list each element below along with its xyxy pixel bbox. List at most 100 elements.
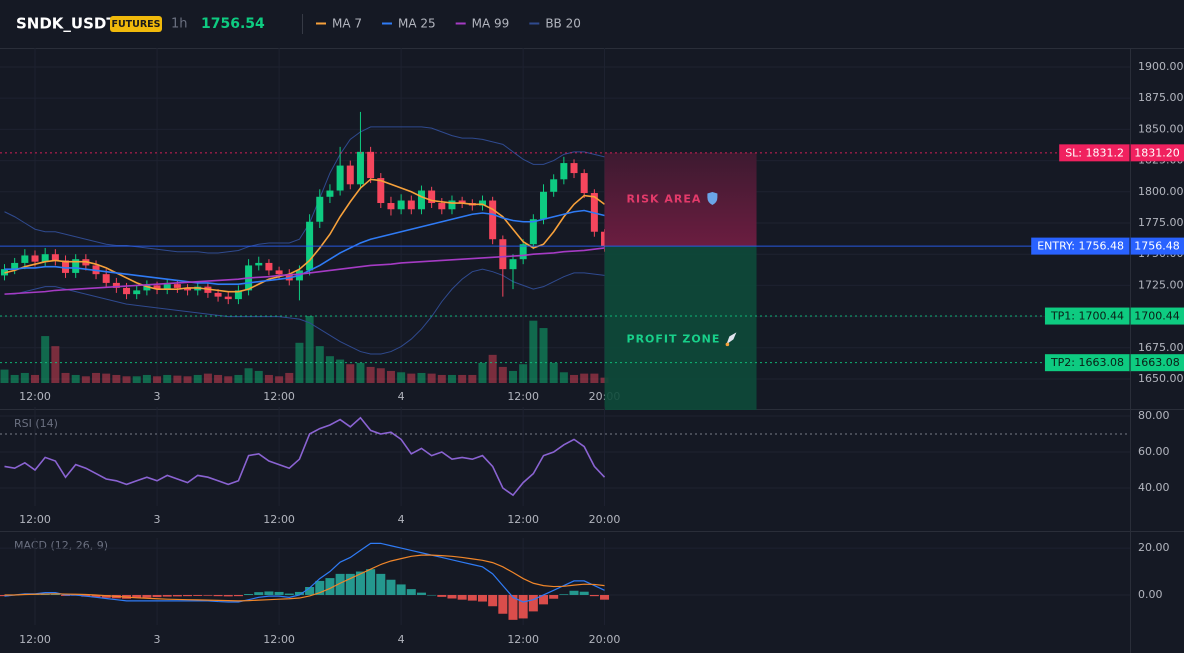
volume-bar: [488, 354, 497, 383]
histogram-bar: [589, 594, 599, 597]
moving-average: [4, 247, 605, 295]
volume-bar: [214, 374, 223, 383]
histogram-bar: [294, 591, 304, 595]
candle-body: [214, 292, 222, 297]
histogram-bar: [498, 594, 508, 614]
legend-label[interactable]: MA 25: [398, 17, 436, 31]
candle-body: [11, 262, 19, 270]
histogram-bar: [223, 594, 233, 597]
candle-body: [102, 274, 110, 283]
candle-body: [112, 282, 120, 288]
histogram-bar: [477, 594, 487, 602]
volume-bar: [224, 376, 233, 383]
y-tick-label: 1650.00: [1138, 372, 1184, 385]
level-badge: [1059, 144, 1130, 162]
price-tag: [1130, 307, 1184, 325]
volume-bar: [447, 374, 456, 383]
candle-body: [519, 244, 527, 260]
candle-body: [153, 285, 161, 290]
histogram-bar: [172, 594, 182, 597]
volume-bar: [132, 376, 141, 383]
histogram-bar: [152, 594, 162, 598]
histogram-bar: [427, 594, 437, 596]
y-tick-label: 1900.00: [1138, 60, 1184, 73]
rocket-icon: [726, 332, 737, 345]
profit-zone: [604, 246, 757, 410]
volume-bar: [570, 374, 579, 383]
volume-bar: [346, 364, 355, 383]
legend-label[interactable]: MA 7: [332, 17, 362, 31]
y-tick-label: 40.00: [1138, 481, 1170, 494]
symbol[interactable]: SNDK_USDT: [16, 15, 117, 33]
histogram-bar: [366, 569, 376, 595]
histogram-bar: [447, 594, 457, 599]
y-tick-label: 1775.00: [1138, 216, 1184, 229]
volume-bar: [285, 372, 294, 383]
volume-bar: [397, 372, 406, 383]
candle-body: [31, 255, 39, 262]
candle-body: [163, 284, 171, 290]
candle-body: [570, 163, 578, 174]
y-tick-label: 0.00: [1138, 588, 1163, 601]
histogram-bar: [203, 594, 213, 596]
candle-body: [72, 259, 80, 273]
x-tick-label: 20:00: [589, 633, 621, 646]
histogram-bar: [264, 591, 274, 595]
price-tag: [1130, 237, 1184, 255]
candle-body: [489, 200, 497, 240]
candle-body: [265, 262, 273, 271]
x-tick-label: 12:00: [263, 633, 295, 646]
level-badge: [1044, 307, 1130, 325]
candle-body: [275, 270, 283, 275]
candle-body: [21, 255, 29, 263]
bollinger-lower: [4, 268, 605, 355]
candle-body: [448, 200, 456, 210]
candle-body: [540, 191, 548, 220]
candle-body: [173, 284, 181, 288]
histogram-bar: [132, 594, 142, 599]
price-tag-label: 1756.48: [1134, 240, 1180, 253]
candle-body: [336, 165, 344, 191]
histogram-bar: [142, 594, 152, 598]
x-tick-label: 12:00: [19, 513, 51, 526]
price-tag: [1130, 354, 1184, 372]
candle-body: [51, 254, 59, 261]
volume-bar: [102, 373, 111, 383]
histogram-bar: [396, 584, 406, 595]
histogram-bar: [467, 594, 477, 601]
candle-body: [255, 262, 263, 266]
histogram-bar: [457, 594, 467, 600]
macd-line: [4, 542, 605, 603]
candle-body: [62, 260, 70, 273]
candle-body: [346, 165, 354, 185]
legend-label[interactable]: MA 99: [472, 17, 510, 31]
histogram-bar: [386, 579, 396, 595]
histogram-bar: [600, 594, 610, 600]
histogram-bar: [406, 589, 416, 595]
volume-bar: [41, 336, 50, 383]
volume-bar: [0, 369, 9, 383]
candle-body: [428, 190, 436, 204]
volume-bar: [325, 356, 334, 383]
histogram-bar: [508, 594, 518, 620]
y-tick-label: 20.00: [1138, 541, 1170, 554]
histogram-bar: [355, 571, 365, 595]
x-tick-label: 20:00: [589, 513, 621, 526]
volume-bar: [458, 374, 467, 383]
histogram-bar: [193, 594, 203, 596]
interval[interactable]: 1h: [171, 17, 188, 32]
histogram-bar: [335, 573, 345, 595]
y-tick-label: 60.00: [1138, 445, 1170, 458]
histogram-bar: [488, 594, 498, 607]
y-tick-label: 1800.00: [1138, 185, 1184, 198]
volume-bar: [264, 374, 273, 383]
volume-bar: [122, 376, 131, 383]
candle-body: [417, 190, 425, 210]
level-badge-label: ENTRY: 1756.48: [1037, 240, 1124, 253]
volume-bar: [112, 374, 121, 383]
legend-label[interactable]: BB 20: [545, 17, 581, 31]
shield-icon: [707, 191, 718, 205]
level-badge-label: SL: 1831.2: [1065, 146, 1124, 159]
x-tick-label: 12:00: [19, 390, 51, 403]
